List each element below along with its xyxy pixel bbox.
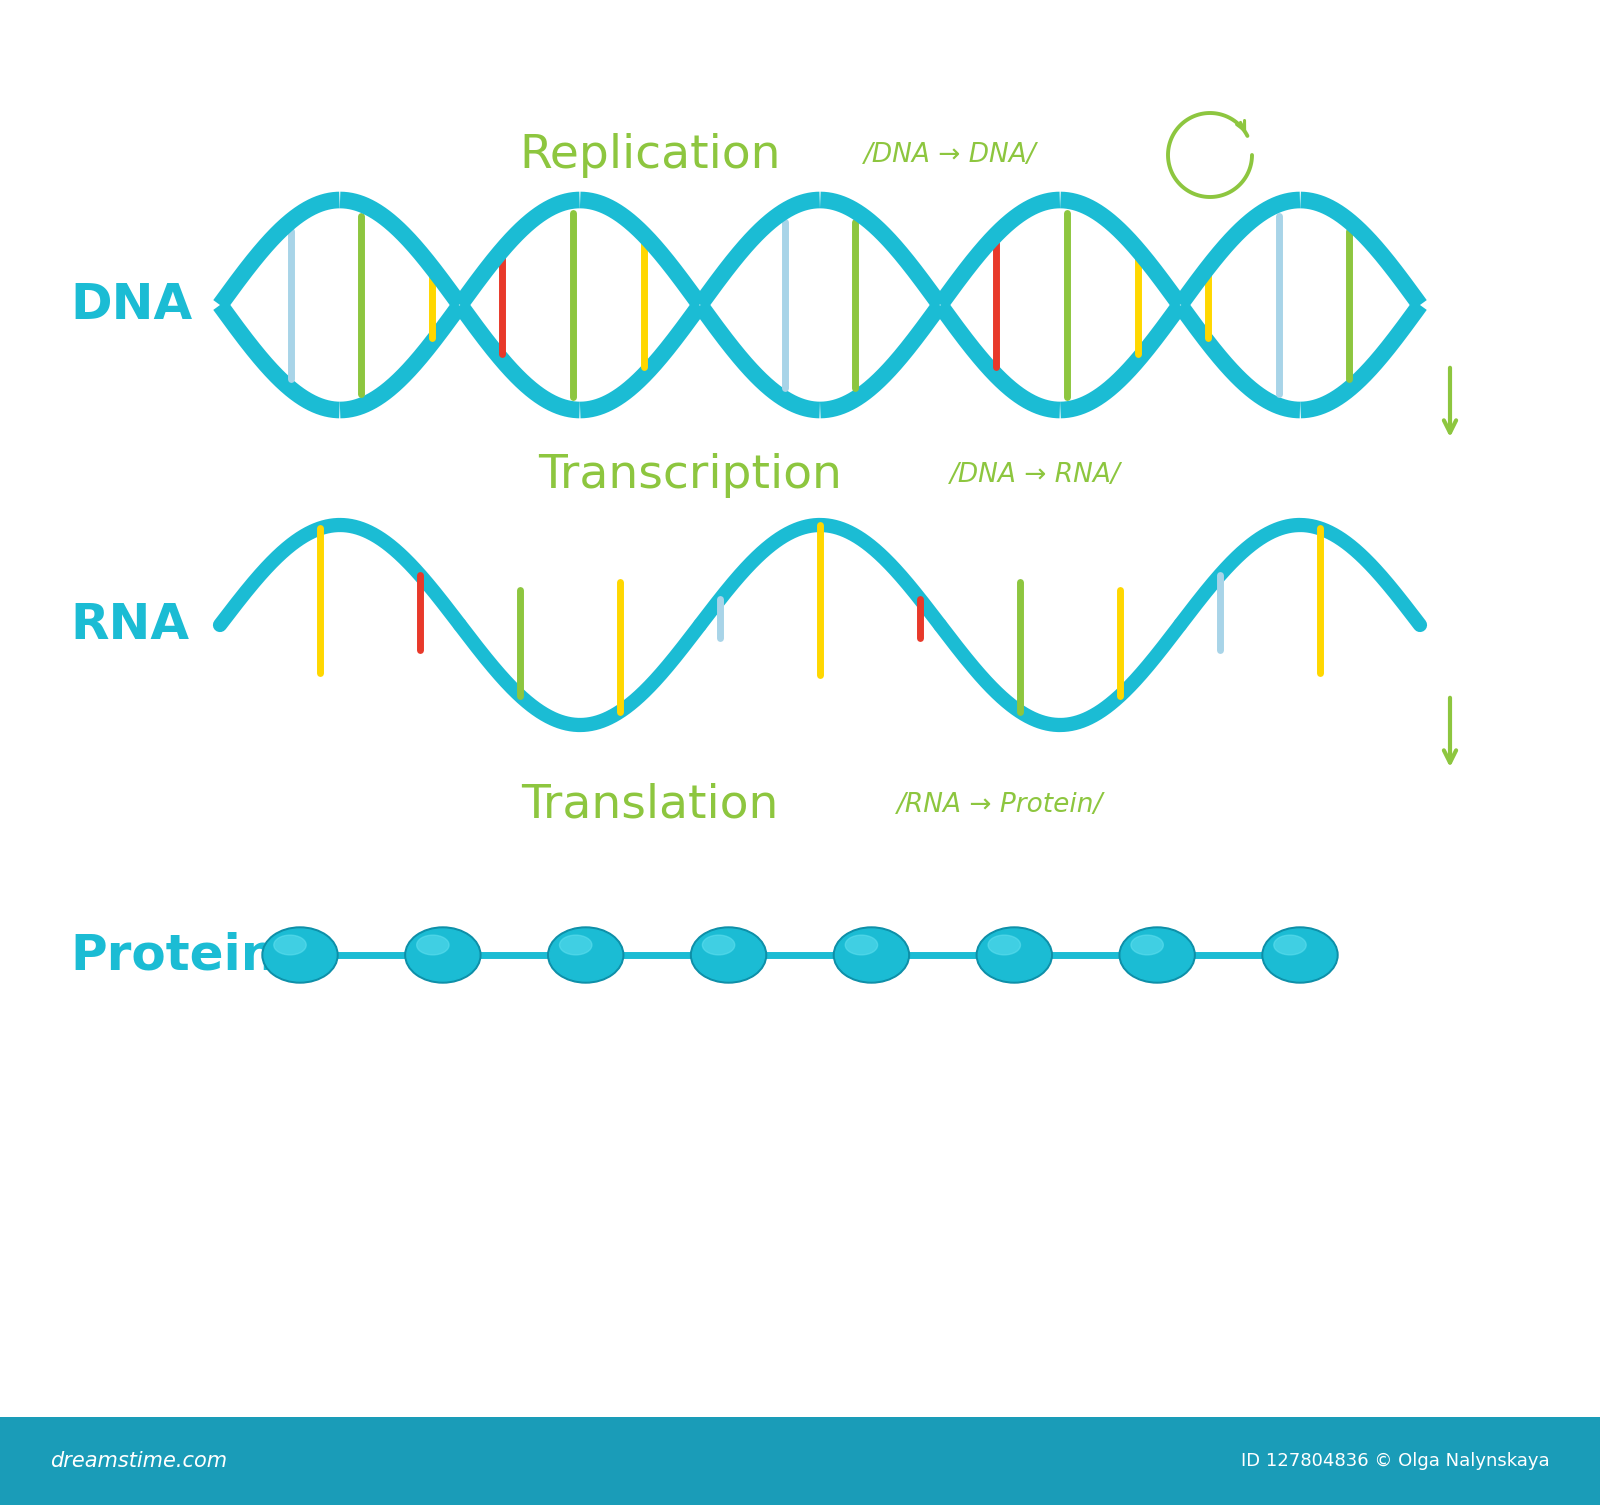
Ellipse shape <box>416 935 450 954</box>
Text: /DNA → RNA/: /DNA → RNA/ <box>950 462 1120 488</box>
Ellipse shape <box>1122 929 1194 981</box>
Ellipse shape <box>1262 927 1338 983</box>
Text: dreamstime.com: dreamstime.com <box>50 1451 227 1470</box>
Text: DNA: DNA <box>70 281 192 330</box>
Text: ID 127804836 © Olga Nalynskaya: ID 127804836 © Olga Nalynskaya <box>1242 1452 1550 1470</box>
Ellipse shape <box>702 935 734 954</box>
Ellipse shape <box>274 935 306 954</box>
Ellipse shape <box>560 935 592 954</box>
Ellipse shape <box>978 929 1050 981</box>
Bar <box>0 1418 1600 1505</box>
Ellipse shape <box>1274 935 1306 954</box>
Ellipse shape <box>264 929 336 981</box>
Text: /DNA → DNA/: /DNA → DNA/ <box>864 141 1037 169</box>
Text: RNA: RNA <box>70 600 189 649</box>
Ellipse shape <box>405 927 482 983</box>
Text: Replication: Replication <box>520 132 781 178</box>
Ellipse shape <box>406 929 478 981</box>
Text: Transcription: Transcription <box>538 453 842 498</box>
Ellipse shape <box>547 927 624 983</box>
Ellipse shape <box>976 927 1053 983</box>
Text: /RNA → Protein/: /RNA → Protein/ <box>898 792 1102 819</box>
Ellipse shape <box>845 935 878 954</box>
Ellipse shape <box>550 929 622 981</box>
Ellipse shape <box>1131 935 1163 954</box>
Text: Translation: Translation <box>522 783 779 828</box>
Text: Protein: Protein <box>70 932 277 978</box>
Ellipse shape <box>1264 929 1336 981</box>
Ellipse shape <box>262 927 338 983</box>
Ellipse shape <box>1118 927 1195 983</box>
Ellipse shape <box>989 935 1021 954</box>
Ellipse shape <box>835 929 907 981</box>
Ellipse shape <box>691 927 766 983</box>
Ellipse shape <box>834 927 909 983</box>
Ellipse shape <box>693 929 765 981</box>
